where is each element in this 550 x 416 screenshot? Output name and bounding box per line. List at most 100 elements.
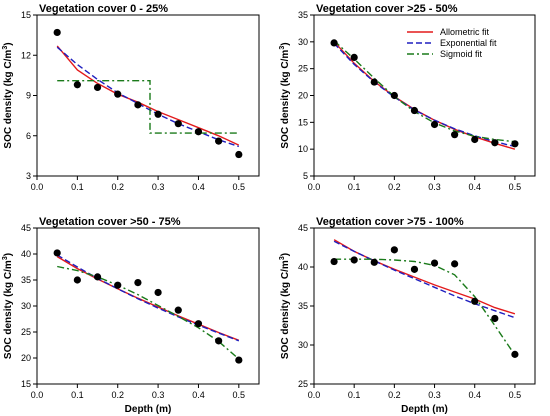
x-tick-label: 0.2: [111, 390, 124, 400]
data-point: [451, 131, 459, 139]
x-tick-label: 0.4: [468, 182, 481, 192]
x-tick-label: 0.2: [388, 390, 401, 400]
data-point: [471, 135, 479, 144]
y-tick-label: 45: [298, 223, 308, 233]
y-tick-label: 6: [26, 131, 31, 141]
data-point: [93, 273, 102, 281]
x-axis-label: Depth (m): [125, 404, 172, 415]
y-tick-label: 9: [26, 91, 31, 101]
y-axis-label-close: ): [280, 42, 291, 45]
series-line-sigmoid-fit: [334, 258, 516, 356]
x-tick-label: 0.3: [428, 182, 441, 192]
data-point: [134, 279, 142, 287]
y-axis-label-superscript: 3: [279, 256, 286, 260]
series-line-sigmoid-fit: [333, 40, 515, 143]
y-axis-label-main: SOC density (kg C/m: [3, 260, 14, 359]
y-axis-label-main: SOC density (kg C/m: [280, 50, 291, 149]
series-line-allometric-fit: [333, 239, 516, 315]
x-tick-label: 0.3: [152, 182, 165, 192]
series-line-exponential-fit: [56, 46, 240, 148]
y-tick-label: 30: [298, 37, 308, 47]
y-tick-label: 25: [21, 327, 31, 337]
data-point: [53, 28, 61, 37]
x-tick-label: 0.1: [71, 182, 84, 192]
data-point: [114, 281, 122, 289]
y-axis-label-main: SOC density (kg C/m: [280, 260, 291, 359]
x-tick-label: 0.4: [468, 390, 481, 400]
data-point: [215, 137, 223, 145]
panel-4: Vegetation cover >75 - 100% 0.0 0.1 0.2 0.3 0…: [279, 216, 536, 415]
series-line-allometric-fit: [333, 41, 516, 150]
data-point: [430, 259, 439, 267]
data-point: [491, 314, 499, 323]
x-tick-label: 0.4: [192, 390, 205, 400]
y-tick-label: 15: [21, 10, 31, 20]
y-tick-label: 12: [21, 50, 31, 60]
series-line-exponential-fit: [333, 42, 516, 148]
data-point: [511, 140, 519, 148]
data-point: [511, 350, 519, 358]
x-tick-label: 0.3: [152, 390, 165, 400]
plot-frame: [313, 14, 536, 177]
data-point: [330, 257, 338, 266]
y-axis-label-close: ): [280, 253, 291, 256]
x-tick-label: 0.1: [71, 390, 84, 400]
series-line-exponential-fit: [56, 254, 240, 342]
x-tick-label: 0.5: [509, 390, 522, 400]
x-tick-label: 0.1: [348, 390, 361, 400]
y-tick-label: 15: [21, 379, 31, 389]
plot-frame: [313, 227, 536, 385]
data-point: [215, 337, 223, 345]
x-tick-label: 0.5: [509, 182, 522, 192]
y-axis-label-superscript: 3: [2, 256, 9, 260]
data-point: [410, 265, 419, 273]
y-tick-label: 10: [298, 144, 308, 154]
data-point: [194, 320, 203, 328]
plot-frame: [36, 14, 260, 177]
data-point: [390, 246, 398, 254]
y-tick-label: 20: [298, 91, 308, 101]
panel-3: Vegetation cover >50 - 75% 0.0 0.1 0.2 0.3 0.…: [2, 216, 260, 415]
panel-2: Vegetation cover >25 - 50% 0.0 0.1 0.2 0.3 0.…: [279, 3, 536, 192]
x-tick-label: 0.0: [31, 390, 44, 400]
panel-title: Vegetation cover >25 - 50%: [316, 3, 458, 15]
data-point: [471, 297, 479, 305]
x-axis-label: Depth (m): [401, 404, 448, 415]
y-tick-label: 30: [298, 340, 308, 350]
y-axis-label: SOC density (kg C/m3): [2, 42, 14, 148]
y-tick-label: 40: [21, 249, 31, 259]
y-tick-label: 3: [26, 171, 31, 181]
x-tick-label: 0.0: [308, 182, 321, 192]
series-line-sigmoid-fit: [57, 80, 239, 134]
data-point: [491, 139, 499, 147]
y-tick-label: 35: [298, 10, 308, 20]
x-tick-label: 0.5: [233, 390, 246, 400]
y-tick-label: 25: [298, 64, 308, 74]
panel-1: Vegetation cover 0 - 25% 0.0 0.1 0.2 0.3 0.4 0…: [2, 3, 260, 192]
x-tick-label: 0.3: [428, 390, 441, 400]
data-point: [73, 81, 81, 89]
data-point: [174, 306, 182, 314]
data-point: [451, 260, 459, 268]
series-line-exponential-fit: [333, 240, 516, 319]
data-point: [93, 83, 102, 92]
y-axis-label-main: SOC density (kg C/m: [3, 50, 14, 149]
y-tick-label: 20: [21, 353, 31, 363]
data-point: [350, 53, 358, 61]
x-tick-label: 0.0: [308, 390, 321, 400]
panel-title: Vegetation cover >75 - 100%: [316, 216, 464, 228]
data-point: [154, 288, 162, 297]
y-tick-label: 45: [21, 223, 31, 233]
data-point: [114, 90, 122, 98]
data-point: [235, 356, 243, 364]
data-point: [350, 256, 358, 264]
legend-label: Allometric fit: [440, 27, 490, 37]
y-axis-label-superscript: 3: [2, 46, 9, 50]
series-line-allometric-fit: [56, 255, 240, 341]
plot-frame: [36, 227, 260, 385]
data-point: [73, 276, 81, 284]
data-point: [53, 249, 61, 257]
data-point: [134, 101, 142, 109]
y-axis-label-close: ): [3, 253, 14, 256]
